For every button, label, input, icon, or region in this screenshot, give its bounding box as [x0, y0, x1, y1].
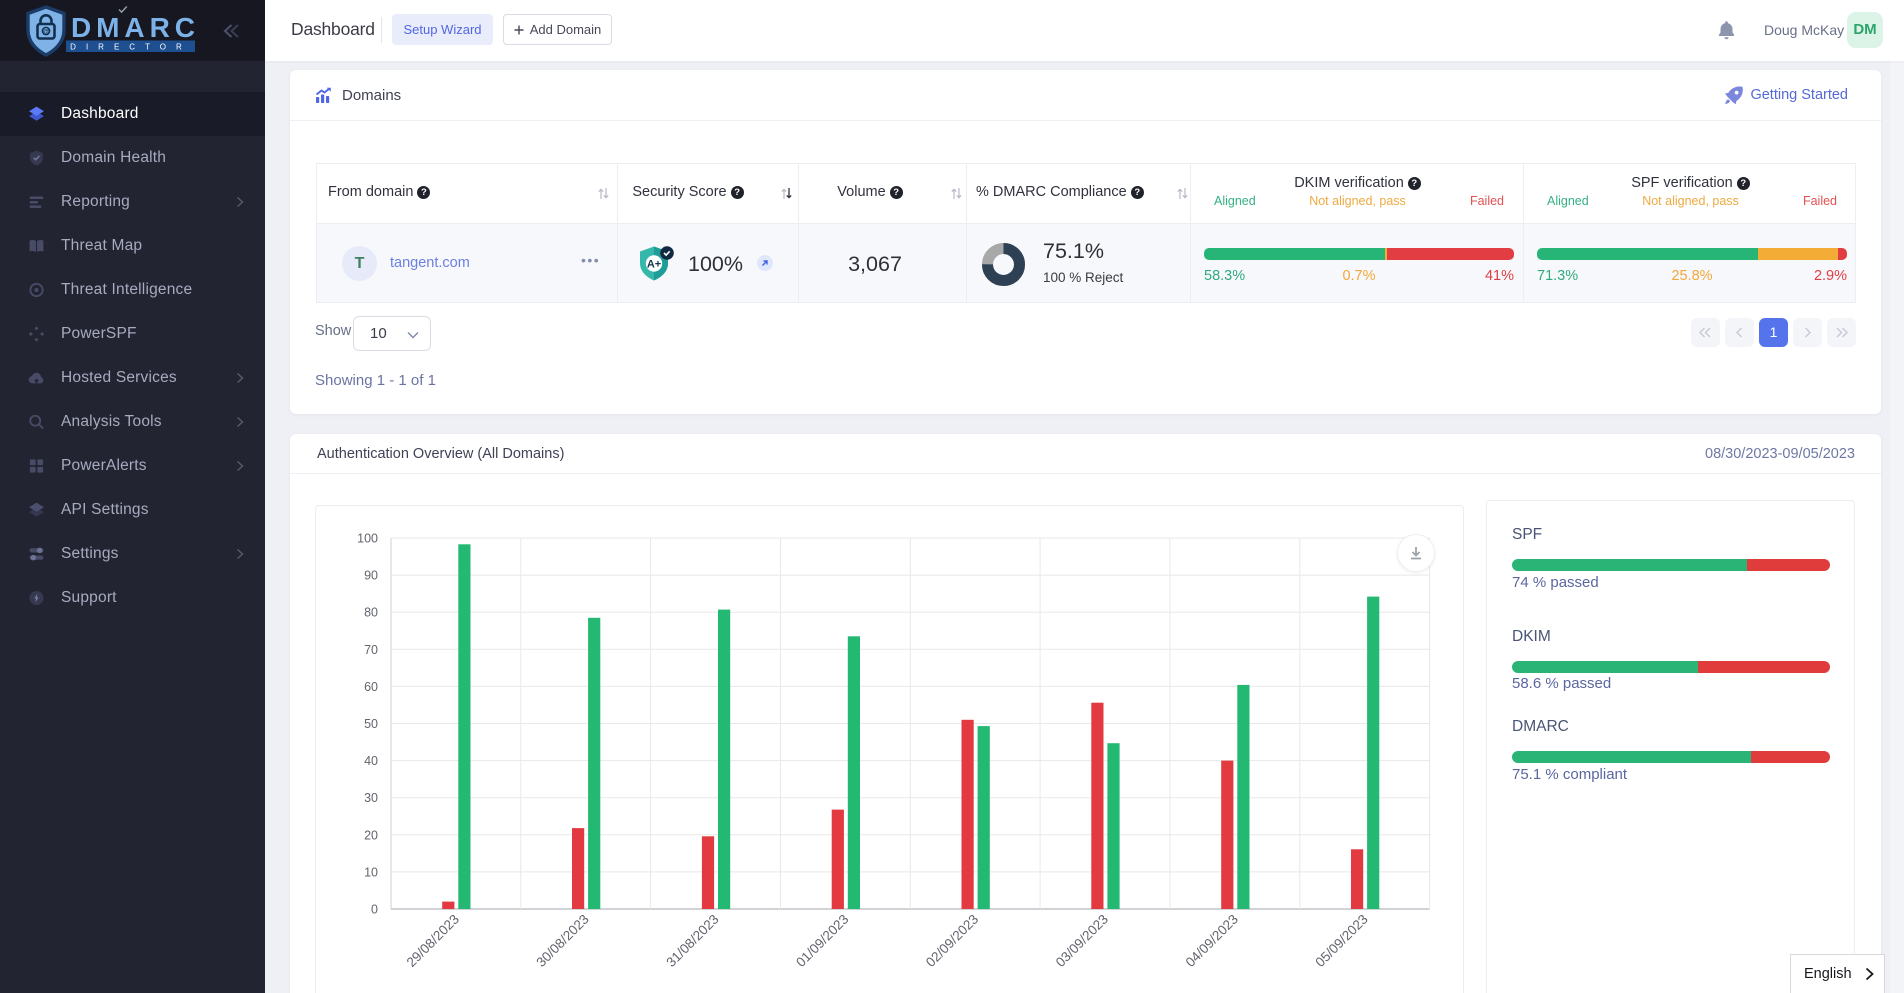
svg-text:60: 60	[364, 680, 378, 694]
svg-text:04/09/2023: 04/09/2023	[1183, 912, 1241, 970]
svg-text:29/08/2023: 29/08/2023	[404, 912, 462, 970]
svg-text:10: 10	[364, 865, 378, 879]
svg-text:A+: A+	[647, 258, 661, 270]
svg-text:02/09/2023: 02/09/2023	[923, 912, 981, 970]
svg-text:80: 80	[364, 606, 378, 620]
svg-text:01/09/2023: 01/09/2023	[793, 912, 851, 970]
svg-text:50: 50	[364, 717, 378, 731]
svg-text:DMARC: DMARC	[71, 12, 195, 43]
svg-text:30/08/2023: 30/08/2023	[533, 912, 591, 970]
svg-text:100: 100	[357, 532, 378, 546]
svg-text:31/08/2023: 31/08/2023	[663, 912, 721, 970]
svg-text:70: 70	[364, 643, 378, 657]
svg-text:20: 20	[364, 828, 378, 842]
svg-text:40: 40	[364, 754, 378, 768]
svg-text:0: 0	[371, 903, 378, 917]
svg-text:@: @	[43, 29, 50, 36]
svg-text:03/09/2023: 03/09/2023	[1053, 912, 1111, 970]
svg-text:DIRECTOR: DIRECTOR	[70, 42, 192, 51]
svg-text:90: 90	[364, 569, 378, 583]
svg-text:05/09/2023: 05/09/2023	[1312, 912, 1370, 970]
svg-text:30: 30	[364, 791, 378, 805]
